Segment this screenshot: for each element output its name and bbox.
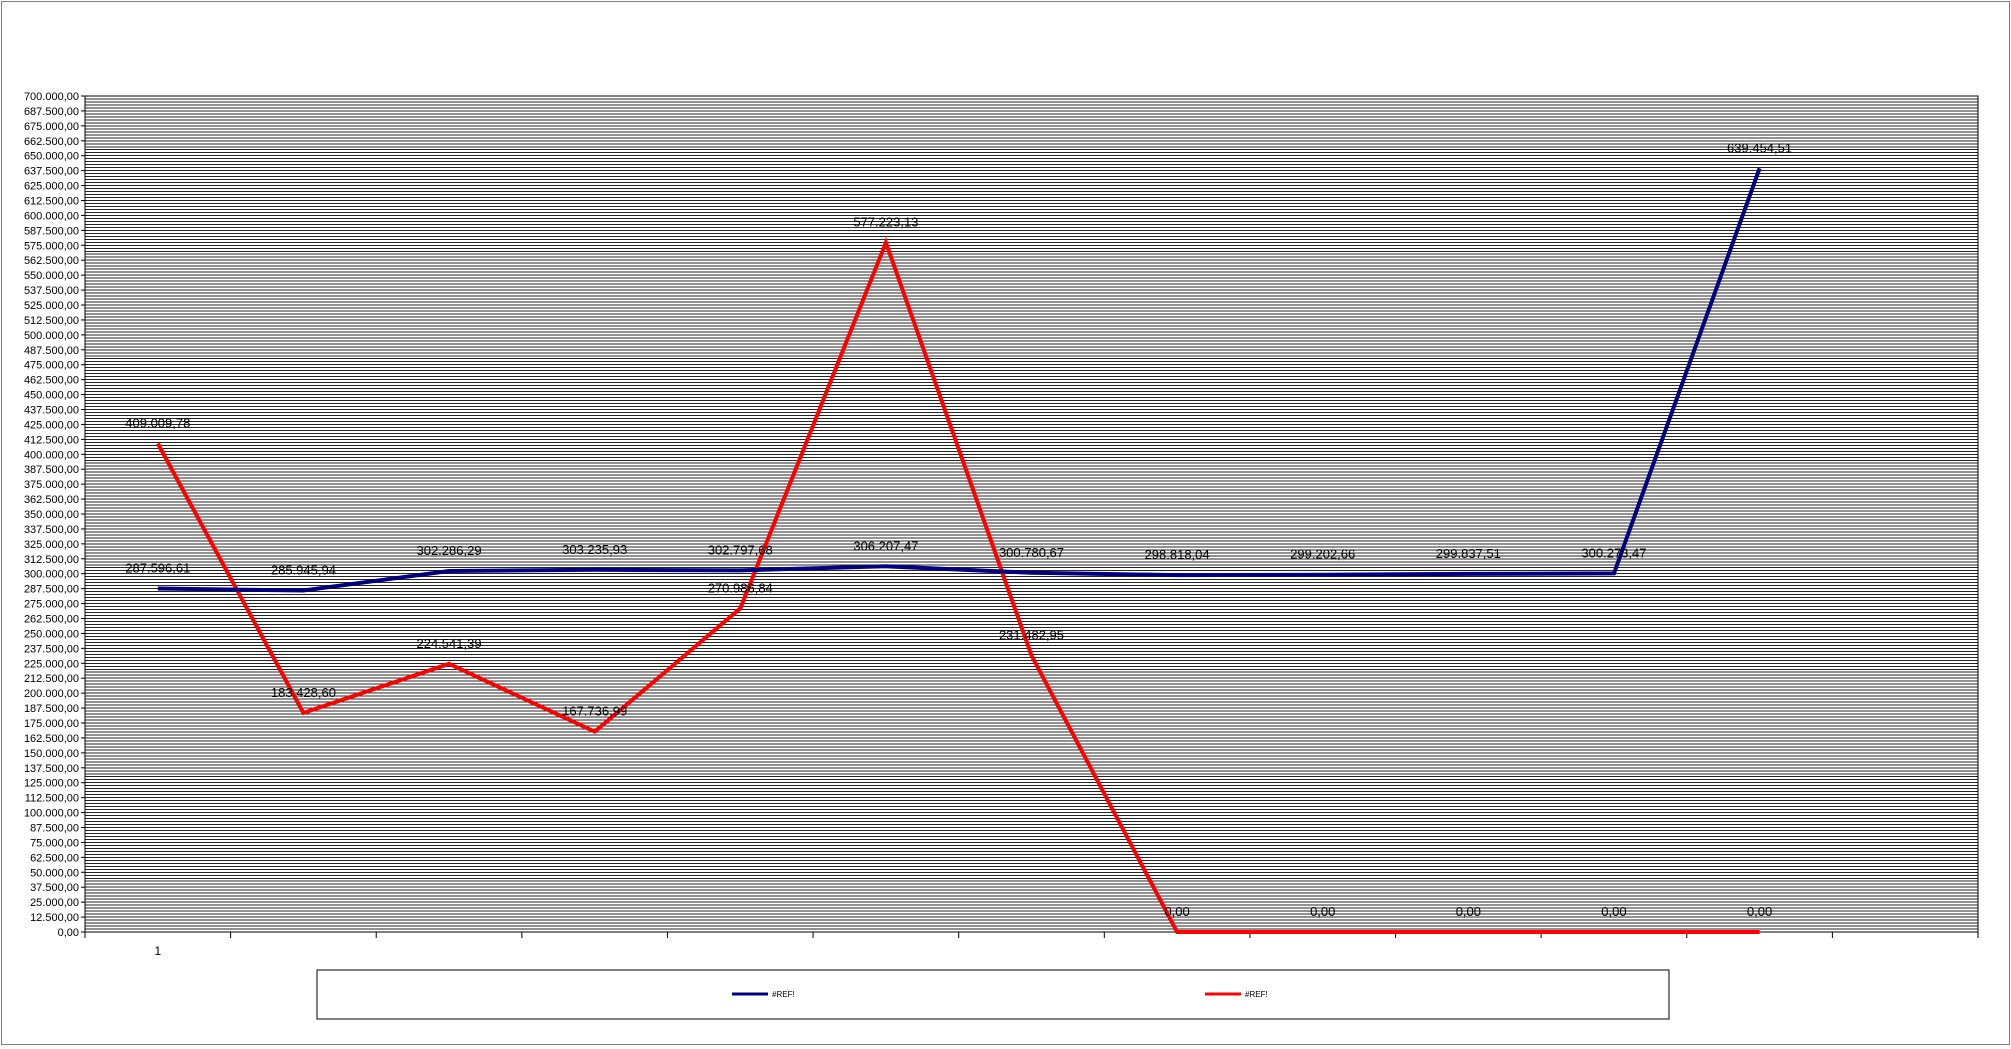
data-label: 285.945,94 [271, 562, 336, 577]
y-tick-label: 500.000,00 [24, 330, 79, 342]
data-label: 299.202,66 [1290, 547, 1355, 562]
y-tick-label: 587.500,00 [24, 225, 79, 237]
y-tick-label: 212.500,00 [24, 673, 79, 685]
y-tick-label: 112.500,00 [25, 793, 79, 805]
y-tick-label: 100.000,00 [24, 808, 79, 820]
y-tick-label: 437.500,00 [24, 405, 79, 417]
y-tick-label: 287.500,00 [24, 584, 79, 596]
data-label: 0,00 [1310, 904, 1335, 919]
data-label: 300.780,67 [999, 545, 1064, 560]
series-line-0 [157, 167, 1762, 593]
x-axis: 1 [84, 931, 1979, 958]
data-label: 224.541,39 [416, 636, 481, 651]
y-tick-label: 550.000,00 [24, 270, 79, 282]
series-line-1 [156, 236, 1760, 934]
y-tick-label: 187.500,00 [24, 703, 79, 715]
y-tick-label: 462.500,00 [24, 375, 79, 387]
y-tick-label: 362.500,00 [24, 494, 79, 506]
legend: #REF! #REF! [316, 969, 1670, 1020]
data-labels: 287.596,61 285.945,94 302.286,29 303.235,93… [125, 140, 1792, 919]
y-tick-label: 450.000,00 [24, 390, 79, 402]
y-tick-label: 600.000,00 [24, 210, 79, 222]
y-tick-label: 87.500,00 [30, 823, 79, 835]
y-tick-label: 237.500,00 [24, 643, 79, 655]
y-axis: 0,00 12.500,00 25.000,00 37.500,00 50.000,00… [24, 91, 86, 939]
y-tick-label: 537.500,00 [24, 285, 79, 297]
data-label: 409.009,78 [125, 416, 190, 431]
data-label: 0,00 [1456, 904, 1481, 919]
y-tick-label: 512.500,00 [24, 315, 79, 327]
data-label: 639.454,51 [1727, 140, 1792, 155]
x-tick-label: 1 [154, 944, 161, 958]
y-tick-label: 625.000,00 [24, 181, 79, 193]
y-tick-label: 562.500,00 [24, 255, 79, 267]
y-tick-label: 425.000,00 [24, 419, 79, 431]
data-label: 300.273,47 [1581, 545, 1646, 560]
data-label: 303.235,93 [562, 542, 627, 557]
y-tick-label: 487.500,00 [24, 345, 79, 357]
y-tick-label: 225.000,00 [24, 658, 79, 670]
data-label: 0,00 [1164, 904, 1189, 919]
data-label: 0,00 [1747, 904, 1772, 919]
data-label: 183.428,60 [271, 685, 336, 700]
data-label: 577.223,13 [853, 215, 918, 230]
legend-label-1: #REF! [1245, 990, 1268, 999]
y-tick-label: 250.000,00 [24, 628, 79, 640]
legend-box [316, 969, 1670, 1020]
y-tick-label: 150.000,00 [24, 748, 79, 760]
y-tick-label: 37.500,00 [30, 882, 79, 894]
y-tick-label: 575.000,00 [24, 240, 79, 252]
data-label: 287.596,61 [125, 561, 190, 576]
y-tick-label: 375.000,00 [24, 479, 79, 491]
y-tick-label: 400.000,00 [24, 449, 79, 461]
y-tick-label: 125.000,00 [24, 778, 79, 790]
y-tick-label: 612.500,00 [24, 196, 79, 208]
y-tick-label: 12.500,00 [30, 912, 79, 924]
y-tick-label: 637.500,00 [24, 166, 79, 178]
gridlines [85, 98, 1978, 930]
data-label: 167.736,99 [562, 704, 627, 719]
y-tick-label: 262.500,00 [24, 614, 79, 626]
y-tick-label: 175.000,00 [24, 718, 79, 730]
y-tick-label: 275.000,00 [24, 599, 79, 611]
y-tick-label: 62.500,00 [30, 852, 79, 864]
legend-label-0: #REF! [772, 990, 795, 999]
y-tick-label: 50.000,00 [30, 867, 79, 879]
y-tick-label: 675.000,00 [24, 121, 79, 133]
series-lines [156, 167, 1762, 934]
data-label: 231.482,95 [999, 628, 1064, 643]
y-tick-label: 25.000,00 [30, 897, 79, 909]
y-tick-label: 75.000,00 [30, 837, 79, 849]
data-label: 306.207,47 [853, 538, 918, 553]
y-tick-label: 650.000,00 [24, 151, 79, 163]
data-label: 302.286,29 [416, 543, 481, 558]
data-label: 270.986,84 [708, 580, 773, 595]
y-tick-label: 337.500,00 [24, 524, 79, 536]
data-label: 299.837,51 [1436, 546, 1501, 561]
y-tick-label: 412.500,00 [24, 434, 79, 446]
y-tick-label: 200.000,00 [24, 688, 79, 700]
y-tick-label: 475.000,00 [24, 360, 79, 372]
data-label: 298.818,04 [1145, 547, 1210, 562]
data-label: 0,00 [1601, 904, 1626, 919]
y-tick-label: 350.000,00 [24, 509, 79, 521]
y-tick-label: 662.500,00 [24, 136, 79, 148]
y-tick-label: 700.000,00 [24, 91, 79, 103]
y-tick-label: 162.500,00 [24, 733, 79, 745]
y-tick-label: 525.000,00 [24, 300, 79, 312]
y-tick-label: 687.500,00 [24, 106, 79, 118]
y-tick-label: 312.500,00 [24, 554, 79, 566]
y-tick-label: 387.500,00 [24, 464, 79, 476]
y-tick-label: 325.000,00 [24, 539, 79, 551]
y-tick-label: 0,00 [58, 927, 79, 939]
y-tick-label: 300.000,00 [24, 569, 79, 581]
y-tick-label: 137.500,00 [24, 763, 79, 775]
data-label: 302.797,68 [708, 542, 773, 557]
